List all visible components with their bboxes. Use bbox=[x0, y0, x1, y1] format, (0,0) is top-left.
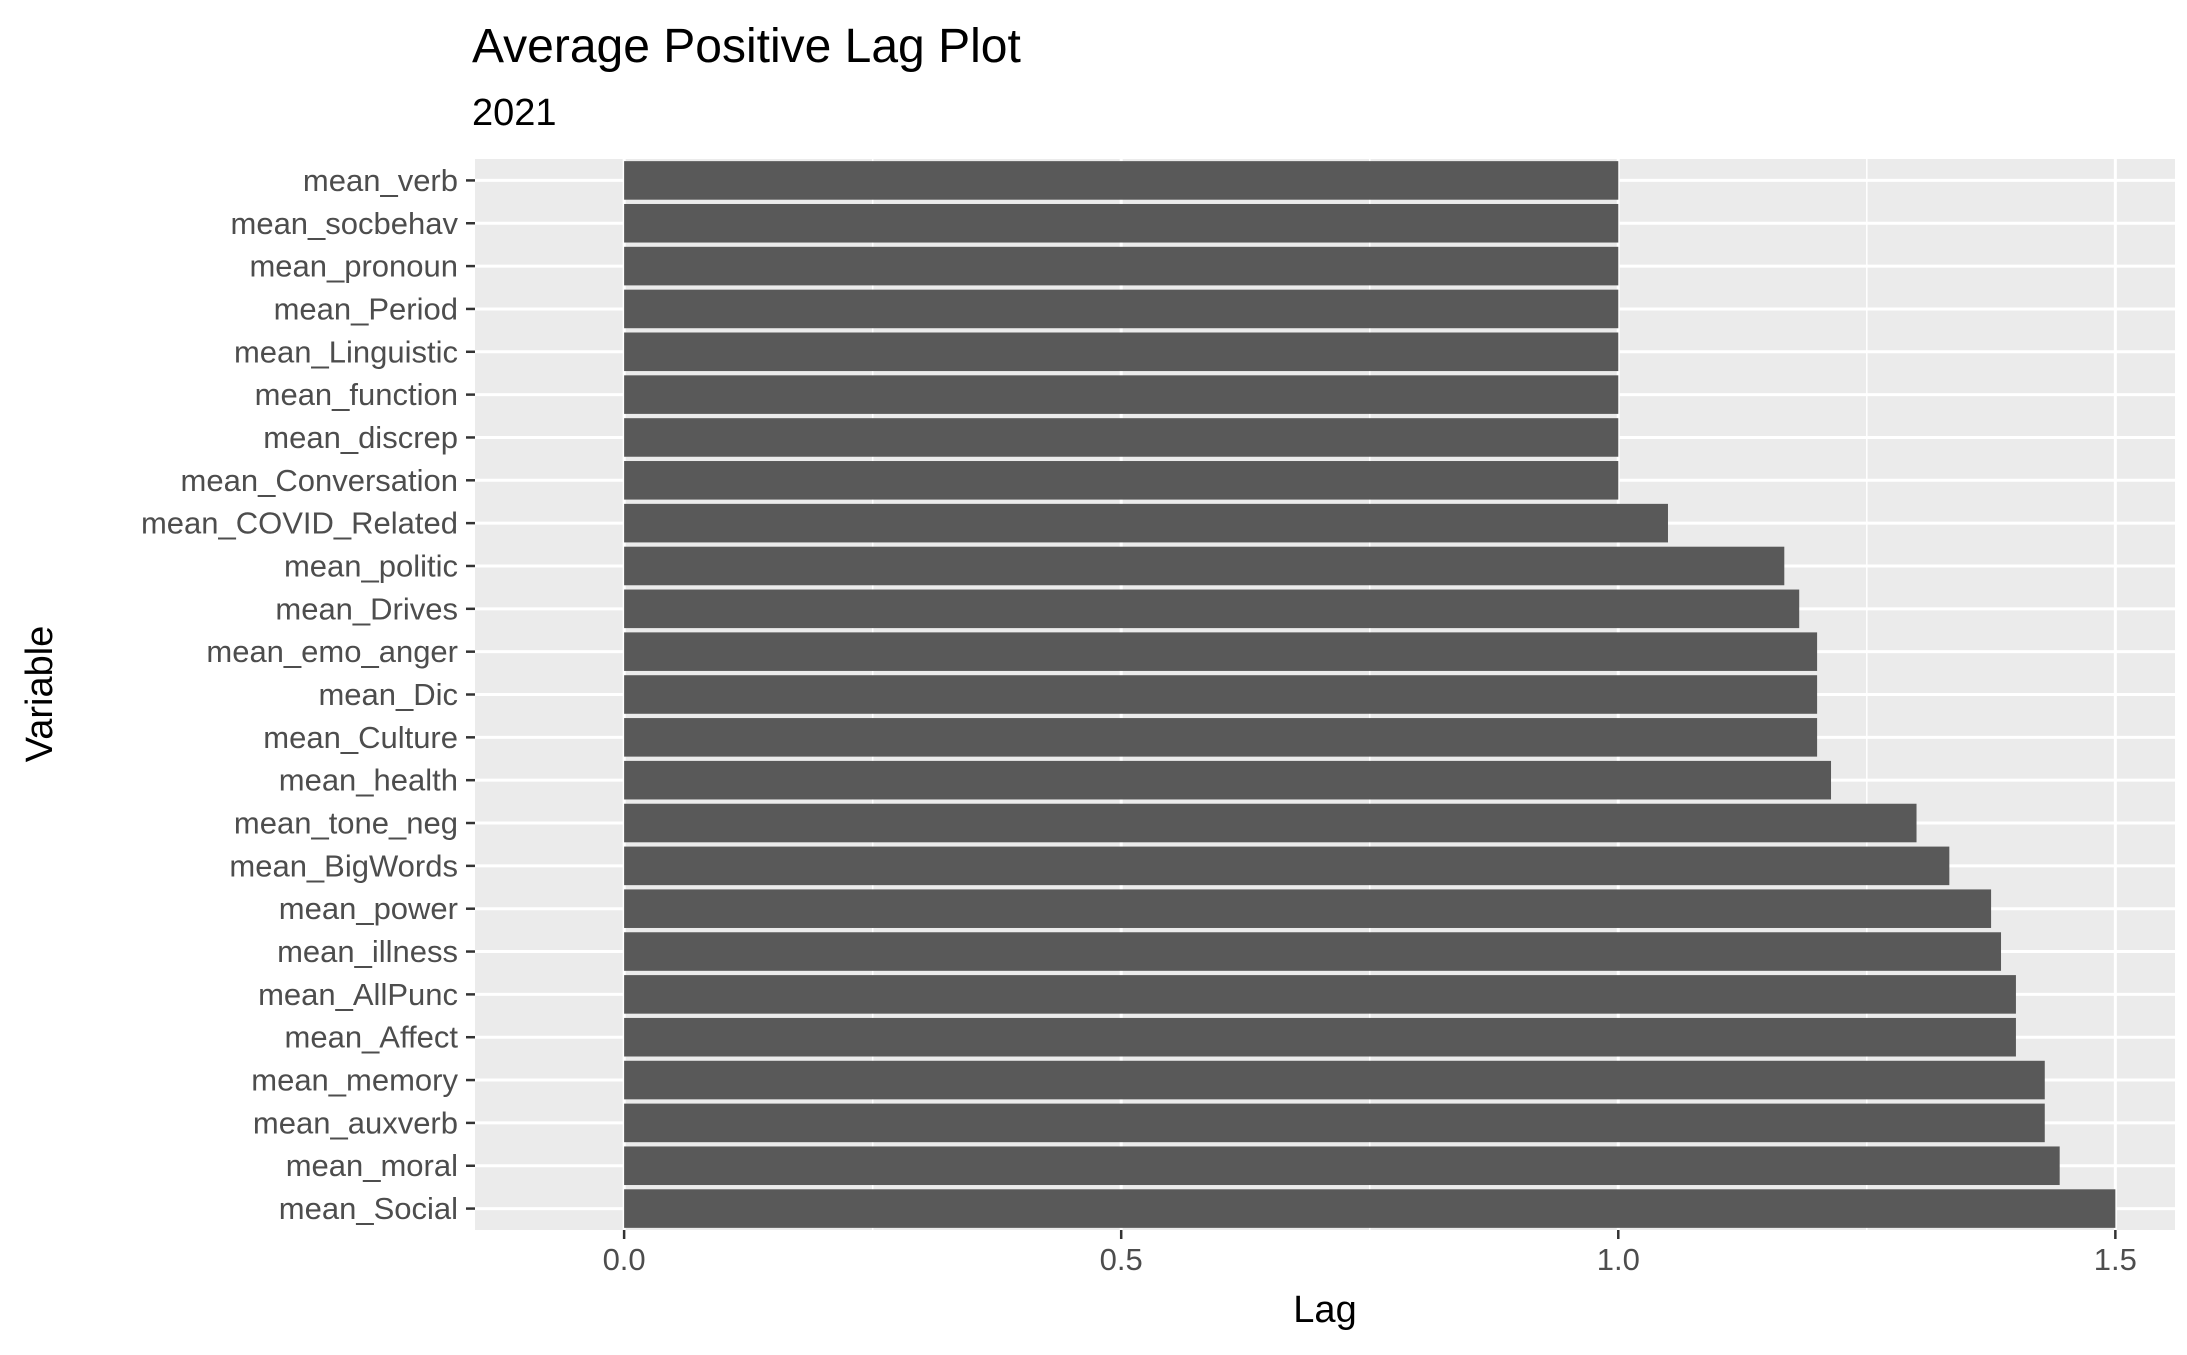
bar bbox=[624, 418, 1619, 457]
bar bbox=[624, 675, 1818, 714]
bar bbox=[624, 975, 2016, 1014]
y-tick-label: mean_verb bbox=[303, 163, 458, 198]
y-tick-label: mean_COVID_Related bbox=[141, 506, 458, 541]
bar bbox=[624, 718, 1818, 757]
y-tick-label: mean_tone_neg bbox=[234, 806, 458, 841]
y-tick-label: mean_BigWords bbox=[229, 848, 458, 883]
bar bbox=[624, 632, 1818, 671]
y-tick-label: mean_auxverb bbox=[253, 1105, 458, 1140]
bar bbox=[624, 589, 1800, 629]
bar bbox=[624, 1103, 2045, 1143]
y-tick-label: mean_politic bbox=[284, 548, 458, 583]
x-tick-label: 1.5 bbox=[2094, 1242, 2137, 1277]
bar bbox=[624, 375, 1619, 414]
y-tick-label: mean_Linguistic bbox=[234, 334, 458, 369]
bar bbox=[624, 546, 1785, 586]
y-tick-label: mean_Social bbox=[279, 1191, 458, 1226]
x-tick-label: 0.0 bbox=[603, 1242, 646, 1277]
chart-subtitle: 2021 bbox=[472, 92, 557, 134]
bar bbox=[624, 760, 1832, 800]
y-tick-label: mean_AllPunc bbox=[258, 977, 458, 1012]
x-tick-label: 0.5 bbox=[1100, 1242, 1143, 1277]
bar bbox=[624, 846, 1950, 886]
x-tick-label: 1.0 bbox=[1597, 1242, 1640, 1277]
y-tick-label: mean_power bbox=[279, 891, 458, 926]
y-tick-label: mean_Dic bbox=[318, 677, 458, 712]
y-tick-label: mean_memory bbox=[251, 1063, 458, 1098]
bar bbox=[624, 1189, 2116, 1228]
bar bbox=[624, 503, 1668, 543]
y-tick-label: mean_health bbox=[279, 763, 458, 798]
bar bbox=[624, 803, 1917, 843]
y-tick-label: mean_discrep bbox=[263, 420, 458, 455]
bar bbox=[624, 889, 1992, 928]
y-axis-title: Variable bbox=[19, 626, 61, 763]
y-tick-label: mean_socbehav bbox=[231, 206, 459, 241]
chart-title: Average Positive Lag Plot bbox=[472, 20, 1021, 73]
y-tick-label: mean_Culture bbox=[263, 720, 458, 755]
bar bbox=[624, 932, 2002, 971]
y-axis-ticks: mean_verb mean_socbehav mean_pronoun mean_P… bbox=[141, 163, 475, 1226]
bar bbox=[624, 246, 1619, 286]
bars bbox=[624, 161, 2116, 1228]
bar bbox=[624, 1146, 2060, 1186]
bar bbox=[624, 332, 1619, 372]
y-tick-label: mean_Drives bbox=[275, 591, 458, 626]
x-axis-ticks: 0.0 0.5 1.0 1.5 bbox=[603, 1230, 2137, 1277]
bar bbox=[624, 161, 1619, 200]
bar bbox=[624, 1060, 2045, 1100]
y-tick-label: mean_Conversation bbox=[181, 463, 458, 498]
y-tick-label: mean_moral bbox=[286, 1148, 458, 1183]
bar bbox=[624, 1017, 2016, 1057]
y-tick-label: mean_pronoun bbox=[249, 249, 458, 284]
x-axis-title: Lag bbox=[1293, 1289, 1356, 1331]
y-tick-label: mean_illness bbox=[277, 934, 458, 969]
y-tick-label: mean_function bbox=[255, 377, 458, 412]
bar bbox=[624, 289, 1619, 329]
y-tick-label: mean_emo_anger bbox=[206, 634, 458, 669]
y-tick-label: mean_Affect bbox=[285, 1020, 459, 1055]
bar bbox=[624, 203, 1619, 243]
bar bbox=[624, 461, 1619, 500]
y-tick-label: mean_Period bbox=[274, 291, 458, 326]
